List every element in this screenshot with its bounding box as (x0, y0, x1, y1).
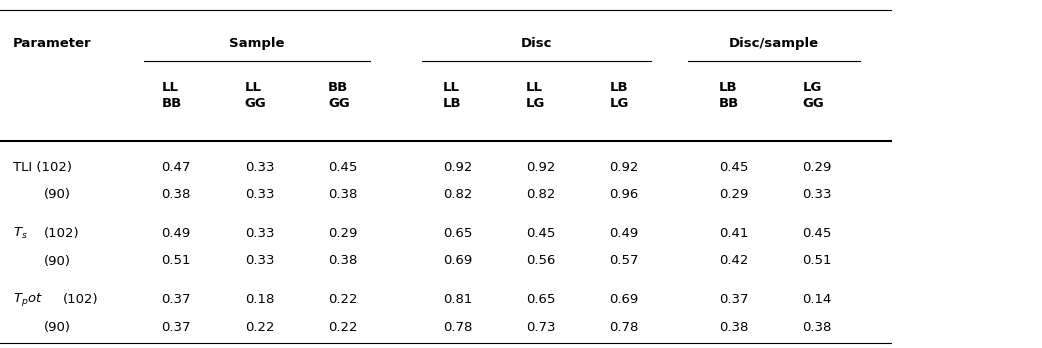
Text: 0.47: 0.47 (162, 160, 191, 174)
Text: TLI (102): TLI (102) (13, 160, 72, 174)
Text: 0.37: 0.37 (162, 293, 191, 306)
Text: 0.45: 0.45 (719, 160, 748, 174)
Text: 0.49: 0.49 (162, 227, 191, 240)
Text: 0.37: 0.37 (719, 293, 748, 306)
Text: 0.42: 0.42 (719, 254, 748, 268)
Text: $T_s$: $T_s$ (13, 226, 27, 241)
Text: 0.33: 0.33 (245, 227, 274, 240)
Text: LG
GG: LG GG (802, 81, 824, 110)
Text: (102): (102) (63, 293, 98, 306)
Text: 0.92: 0.92 (443, 160, 472, 174)
Text: 0.92: 0.92 (610, 160, 639, 174)
Text: 0.38: 0.38 (802, 321, 832, 334)
Text: 0.38: 0.38 (328, 188, 357, 201)
Text: Parameter: Parameter (13, 37, 91, 50)
Text: 0.81: 0.81 (443, 293, 472, 306)
Text: LL
LG: LL LG (526, 81, 546, 110)
Text: 0.73: 0.73 (526, 321, 555, 334)
Text: 0.82: 0.82 (526, 188, 555, 201)
Text: LB
LG: LB LG (610, 81, 629, 110)
Text: 0.78: 0.78 (610, 321, 639, 334)
Text: BB
GG: BB GG (328, 81, 350, 110)
Text: 0.69: 0.69 (443, 254, 472, 268)
Text: 0.22: 0.22 (245, 321, 274, 334)
Text: 0.96: 0.96 (610, 188, 639, 201)
Text: 0.33: 0.33 (245, 188, 274, 201)
Text: Sample: Sample (229, 37, 284, 50)
Text: 0.45: 0.45 (328, 160, 357, 174)
Text: 0.38: 0.38 (719, 321, 748, 334)
Text: Disc/sample: Disc/sample (728, 37, 819, 50)
Text: 0.18: 0.18 (245, 293, 274, 306)
Text: 0.38: 0.38 (162, 188, 191, 201)
Text: 0.14: 0.14 (802, 293, 832, 306)
Text: 0.57: 0.57 (610, 254, 639, 268)
Text: 0.22: 0.22 (328, 321, 357, 334)
Text: Disc: Disc (521, 37, 552, 50)
Text: 0.49: 0.49 (610, 227, 639, 240)
Text: 0.78: 0.78 (443, 321, 472, 334)
Text: (90): (90) (44, 321, 71, 334)
Text: (90): (90) (44, 188, 71, 201)
Text: 0.33: 0.33 (245, 254, 274, 268)
Text: (90): (90) (44, 254, 71, 268)
Text: 0.33: 0.33 (245, 160, 274, 174)
Text: 0.22: 0.22 (328, 293, 357, 306)
Text: 0.37: 0.37 (162, 321, 191, 334)
Text: LL
LB: LL LB (443, 81, 462, 110)
Text: LB
BB: LB BB (719, 81, 739, 110)
Text: 0.33: 0.33 (802, 188, 832, 201)
Text: 0.29: 0.29 (328, 227, 357, 240)
Text: 0.41: 0.41 (719, 227, 748, 240)
Text: 0.51: 0.51 (162, 254, 191, 268)
Text: 0.51: 0.51 (802, 254, 832, 268)
Text: 0.29: 0.29 (719, 188, 748, 201)
Text: 0.65: 0.65 (526, 293, 555, 306)
Text: 0.56: 0.56 (526, 254, 555, 268)
Text: 0.38: 0.38 (328, 254, 357, 268)
Text: $T_pot$: $T_pot$ (13, 291, 43, 308)
Text: LL
GG: LL GG (245, 81, 267, 110)
Text: 0.65: 0.65 (443, 227, 472, 240)
Text: 0.92: 0.92 (526, 160, 555, 174)
Text: 0.45: 0.45 (802, 227, 832, 240)
Text: 0.45: 0.45 (526, 227, 555, 240)
Text: (102): (102) (44, 227, 79, 240)
Text: LL
BB: LL BB (162, 81, 181, 110)
Text: 0.69: 0.69 (610, 293, 639, 306)
Text: 0.82: 0.82 (443, 188, 472, 201)
Text: 0.29: 0.29 (802, 160, 832, 174)
